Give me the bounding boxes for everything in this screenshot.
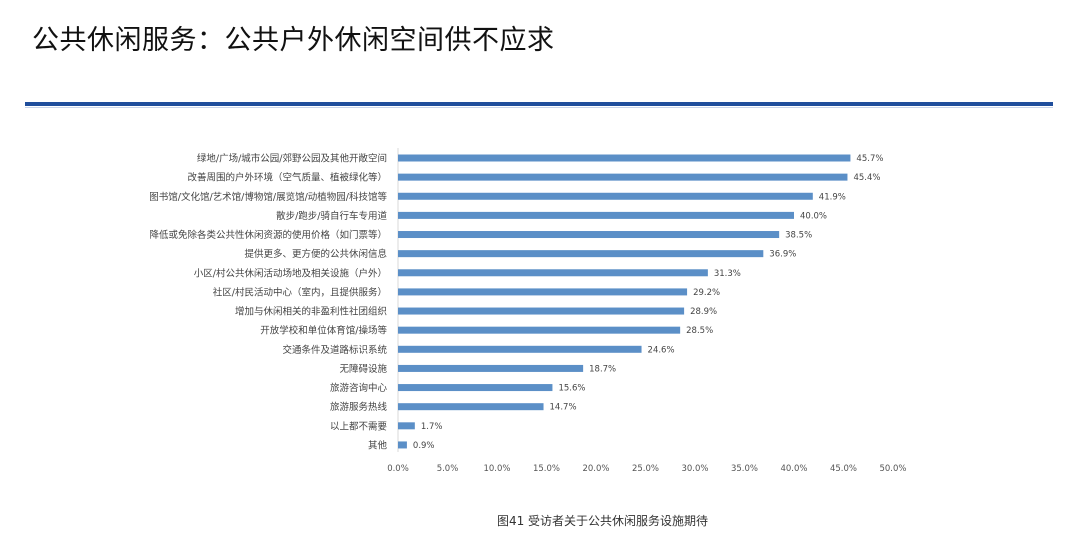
category-label: 绿地/广场/城市公园/郊野公园及其他开敞空间 (197, 153, 387, 165)
bar (398, 422, 415, 430)
data-label: 38.5% (785, 231, 812, 241)
page-title: 公共休闲服务：公共户外休闲空间供不应求 (32, 25, 555, 56)
bar (398, 364, 584, 372)
x-tick-label: 10.0% (483, 464, 510, 474)
category-label: 交通条件及道路标识系统 (282, 344, 387, 356)
bar (398, 192, 813, 200)
category-label: 旅游服务热线 (330, 401, 388, 413)
bar (398, 384, 553, 392)
category-label: 图书馆/文化馆/艺术馆/博物馆/展览馆/动植物园/科技馆等 (149, 191, 387, 203)
data-label: 29.2% (693, 288, 720, 298)
data-label: 18.7% (589, 364, 616, 374)
bar (398, 403, 544, 411)
category-label: 旅游咨询中心 (330, 382, 388, 394)
category-label: 社区/村民活动中心（室内，且提供服务） (213, 286, 387, 298)
title-divider-shadow (25, 107, 1053, 108)
x-tick-label: 0.0% (387, 464, 409, 474)
data-label: 28.9% (690, 307, 717, 317)
data-label: 24.6% (648, 345, 675, 355)
category-label: 以上都不需要 (330, 421, 387, 432)
x-tick-label: 15.0% (533, 464, 560, 474)
category-label: 增加与休闲相关的非盈利性社团组织 (235, 306, 387, 318)
category-label: 降低或免除各类公共性休闲资源的使用价格（如门票等） (149, 229, 387, 241)
data-label: 14.7% (550, 403, 577, 413)
chart-caption: 图41 受访者关于公共休闲服务设施期待 (496, 514, 709, 528)
x-tick-label: 20.0% (582, 464, 609, 474)
bar (398, 173, 848, 181)
x-tick-label: 35.0% (731, 464, 758, 474)
data-label: 40.0% (800, 211, 827, 221)
x-tick-label: 45.0% (830, 464, 857, 474)
bar (398, 326, 681, 334)
category-label: 散步/跑步/骑自行车专用道 (276, 210, 387, 222)
title-divider (25, 102, 1053, 106)
data-label: 41.9% (819, 192, 846, 202)
x-tick-label: 40.0% (780, 464, 807, 474)
x-tick-label: 25.0% (632, 464, 659, 474)
data-label: 31.3% (714, 269, 741, 279)
bar (398, 345, 642, 353)
category-label: 小区/村公共休闲活动场地及相关设施（户外） (194, 267, 387, 279)
bar (398, 250, 764, 258)
data-label: 45.7% (856, 154, 883, 164)
x-tick-label: 30.0% (681, 464, 708, 474)
category-label: 开放学校和单位体育馆/操场等 (260, 325, 387, 337)
data-label: 1.7% (421, 422, 443, 432)
bar (398, 269, 708, 277)
category-label: 其他 (368, 439, 388, 451)
bar (398, 441, 407, 449)
category-label: 无障碍设施 (339, 363, 387, 375)
bar (398, 307, 685, 315)
data-label: 15.6% (558, 384, 585, 394)
category-label: 改善周围的户外环境（空气质量、植被绿化等） (187, 172, 387, 184)
data-label: 28.5% (686, 326, 713, 336)
bar (398, 211, 794, 219)
x-tick-label: 5.0% (437, 464, 459, 474)
bar (398, 288, 688, 296)
bar (398, 154, 851, 162)
bar (398, 231, 780, 239)
data-label: 0.9% (413, 441, 435, 451)
category-label: 提供更多、更方便的公共休闲信息 (244, 248, 387, 260)
data-label: 36.9% (769, 250, 796, 260)
x-tick-label: 50.0% (879, 464, 906, 474)
data-label: 45.4% (853, 173, 880, 183)
